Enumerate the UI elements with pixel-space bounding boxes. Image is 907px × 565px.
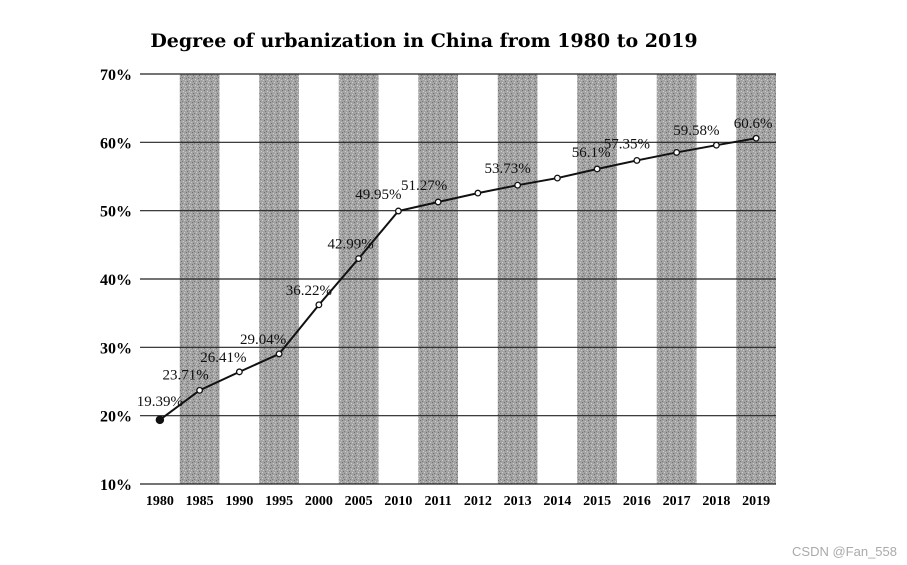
data-point-2000 <box>315 301 323 309</box>
data-label: 49.95% <box>355 187 401 203</box>
data-point-2014 <box>553 174 561 182</box>
x-tick-label: 2017 <box>663 494 691 509</box>
data-point-1995 <box>275 350 283 358</box>
data-label: 53.73% <box>485 161 531 177</box>
series-line <box>159 137 757 421</box>
data-label: 26.41% <box>200 350 246 366</box>
y-tick-label: 60% <box>100 135 132 152</box>
data-point-1985 <box>196 386 204 394</box>
x-tick-label: 1990 <box>225 494 253 509</box>
x-tick-label: 2014 <box>543 494 571 509</box>
data-point-2010 <box>394 207 402 215</box>
data-label: 23.71% <box>163 367 209 383</box>
data-point-2013 <box>514 181 522 189</box>
data-label: 56.1% <box>572 145 611 161</box>
y-tick-label: 20% <box>100 409 132 426</box>
series-urbanization <box>155 134 760 425</box>
x-tick-label: 2011 <box>425 494 452 509</box>
x-tick-label: 2013 <box>504 494 532 509</box>
data-label: 42.99% <box>328 237 374 253</box>
x-tick-label: 1995 <box>265 494 293 509</box>
x-axis-ticks: 1980 1985 1990 1995 2000 2005 2010 2011 2012 2013… <box>146 494 770 509</box>
y-tick-label: 70% <box>100 67 132 84</box>
data-point-2018 <box>712 141 720 149</box>
chart-title: Degree of urbanization in China from 198… <box>150 30 697 52</box>
y-tick-label: 10% <box>100 477 132 494</box>
x-tick-label: 1985 <box>186 494 214 509</box>
data-labels: 19.39% 23.71%26.41% 29.04% 36.22% 42.99% 49.9… <box>137 116 773 410</box>
data-point-2012 <box>474 189 482 197</box>
y-tick-label: 50% <box>100 204 132 221</box>
data-label: 59.58% <box>673 123 719 139</box>
x-tick-label: 2012 <box>464 494 492 509</box>
data-point-2005 <box>355 255 363 263</box>
x-tick-label: 2015 <box>583 494 611 509</box>
data-point-2016 <box>633 156 641 164</box>
data-label: 19.39% <box>137 394 183 410</box>
data-label: 29.04% <box>240 332 286 348</box>
data-label: 51.27% <box>401 178 447 194</box>
data-point-2015 <box>593 165 601 173</box>
data-point-2011 <box>434 198 442 206</box>
data-label: 36.22% <box>286 283 332 299</box>
x-tick-label: 2000 <box>305 494 333 509</box>
x-tick-label: 2018 <box>702 494 730 509</box>
y-tick-label: 40% <box>100 272 132 289</box>
data-point-2017 <box>673 148 681 156</box>
grid-lines <box>140 73 776 485</box>
x-tick-label: 2019 <box>742 494 770 509</box>
data-point-2019 <box>752 134 760 142</box>
x-tick-label: 2010 <box>384 494 412 509</box>
watermark: CSDN @Fan_558 <box>792 544 897 559</box>
x-tick-label: 1980 <box>146 494 174 509</box>
data-label: 60.6% <box>734 116 773 132</box>
data-label: 57.35% <box>604 136 650 152</box>
x-tick-label: 2005 <box>345 494 373 509</box>
data-point-1980 <box>155 415 165 425</box>
y-tick-label: 30% <box>100 340 132 357</box>
y-axis-ticks: 10% 20% 30% 40% 50% 60% 70% <box>100 67 132 494</box>
x-tick-label: 2016 <box>623 494 651 509</box>
data-point-1990 <box>235 368 243 376</box>
